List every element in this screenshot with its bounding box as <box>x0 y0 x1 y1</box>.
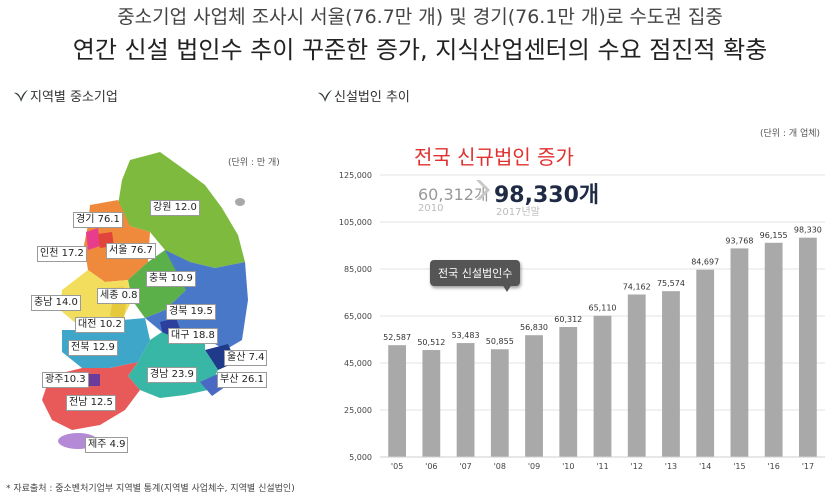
bar-value-label: 56,830 <box>520 323 548 332</box>
map-label-gwangju: 광주10.3 <box>42 372 89 388</box>
page-title: 중소기업 사업체 조사시 서울(76.7만 개) 및 경기(76.1만 개)로 … <box>117 6 723 28</box>
map-label-gangwon: 강원 12.0 <box>150 200 200 216</box>
map-label-seoul: 서울 76.7 <box>106 243 156 259</box>
bar-value-label: 74,162 <box>623 282 651 291</box>
x-tick-label: '12 <box>631 462 643 471</box>
bar <box>593 315 612 457</box>
bar <box>696 269 715 457</box>
to-value: 98,330개 <box>494 183 600 208</box>
bar <box>627 294 646 457</box>
right-section-heading: 신설법인 추이 <box>318 86 410 105</box>
bar-value-label: 84,697 <box>691 258 719 267</box>
map-label-gyeongbuk: 경북 19.5 <box>166 304 216 320</box>
map-label-jeonnam: 전남 12.5 <box>66 395 116 411</box>
map-label-sejong: 세종 0.8 <box>97 288 141 304</box>
x-tick-label: '14 <box>699 462 711 471</box>
x-tick-label: '07 <box>459 462 471 471</box>
from-value: 60,312개 <box>418 185 489 204</box>
bar-value-label: 93,768 <box>725 236 753 245</box>
chart-unit-label: (단위 : 개 업체) <box>760 129 821 139</box>
page-subtitle: 연간 신설 법인수 추이 꾸준한 증가, 지식산업센터의 수요 점진적 확충 <box>72 36 768 64</box>
bar-value-label: 98,330 <box>794 226 822 235</box>
map-unit-label: (단위 : 만 개) <box>228 158 280 168</box>
x-tick-label: '09 <box>528 462 540 471</box>
x-tick-label: '08 <box>494 462 506 471</box>
y-tick-label: 85,000 <box>344 265 372 274</box>
x-tick-label: '15 <box>733 462 745 471</box>
x-tick-label: '16 <box>767 462 779 471</box>
bar-value-label: 65,110 <box>589 304 617 313</box>
korea-map <box>42 152 248 449</box>
bar-value-label: 75,574 <box>657 279 685 288</box>
x-tick-label: '06 <box>425 462 437 471</box>
bar <box>456 343 475 457</box>
map-label-jeonbuk: 전북 12.9 <box>68 340 118 356</box>
region-ulleung <box>235 198 245 206</box>
bar <box>490 349 509 457</box>
chart-headline: 전국 신규법인 증가 <box>414 145 574 169</box>
map-label-chungbuk: 충북 10.9 <box>146 271 196 287</box>
bar-value-label: 50,512 <box>417 338 445 347</box>
y-tick-label: 45,000 <box>344 359 372 368</box>
region-gwangju <box>88 374 100 386</box>
callout-box: 전국 신설법인수 <box>430 260 521 286</box>
x-tick-label: '17 <box>802 462 814 471</box>
region-daejeon <box>110 304 126 318</box>
map-label-daegu: 대구 18.8 <box>168 328 218 344</box>
bar <box>798 237 817 457</box>
x-tick-label: '10 <box>562 462 574 471</box>
to-year: 2017년말 <box>496 207 540 218</box>
x-tick-label: '11 <box>596 462 608 471</box>
map-label-ulsan: 울산 7.4 <box>224 350 268 366</box>
y-tick-label: 105,000 <box>339 218 372 227</box>
right-section-title: 신설법인 추이 <box>334 90 410 105</box>
map-label-gyeongnam: 경남 23.9 <box>147 367 197 383</box>
callout-pointer <box>502 284 512 292</box>
bar-value-label: 53,483 <box>452 331 480 340</box>
from-year: 2010 <box>418 203 444 214</box>
bar <box>764 242 783 457</box>
bar <box>422 350 441 457</box>
x-tick-label: '05 <box>391 462 403 471</box>
arrow-right-icon <box>476 180 490 200</box>
bar <box>662 291 680 457</box>
y-tick-label: 125,000 <box>339 171 372 180</box>
map-label-incheon: 인천 17.2 <box>37 246 87 262</box>
x-tick-label: '13 <box>665 462 677 471</box>
map-label-daejeon: 대전 10.2 <box>75 317 125 333</box>
map-label-busan: 부산 26.1 <box>217 372 267 388</box>
bar-value-label: 60,312 <box>554 315 582 324</box>
bar <box>388 345 407 457</box>
y-tick-label: 65,000 <box>344 312 372 321</box>
bar <box>730 248 749 457</box>
leaf-icon <box>318 90 332 102</box>
left-section-heading: 지역별 중소기업 <box>14 86 118 105</box>
bar-value-label: 96,155 <box>760 231 788 240</box>
y-tick-label: 25,000 <box>344 406 372 415</box>
bar-value-label: 50,855 <box>486 337 514 346</box>
bar-chart: 5,000 25,000 45,000 65,000 85,000 105,000 125,… <box>339 171 825 471</box>
source-note: * 자료출처 : 중소벤처기업부 지역별 통계(지역별 사업체수, 지역별 신설… <box>6 484 295 494</box>
leaf-icon <box>14 90 28 102</box>
map-label-jeju: 제주 4.9 <box>85 437 129 453</box>
region-incheon <box>86 228 100 250</box>
y-tick-label: 5,000 <box>349 453 372 462</box>
left-section-title: 지역별 중소기업 <box>30 90 118 105</box>
map-label-chungnam: 충남 14.0 <box>31 295 81 311</box>
bar-value-label: 52,587 <box>383 333 411 342</box>
bar <box>525 335 543 457</box>
map-label-gyeonggi: 경기 76.1 <box>73 212 123 228</box>
bar <box>559 327 578 457</box>
